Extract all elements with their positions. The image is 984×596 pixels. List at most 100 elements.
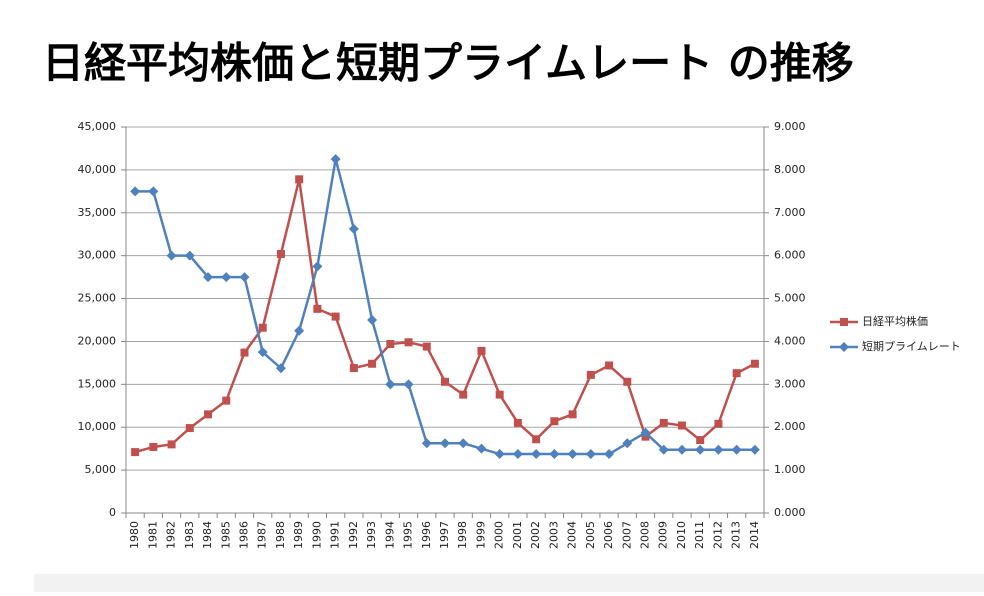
marker (184, 250, 195, 261)
marker (458, 438, 469, 449)
marker (622, 438, 633, 449)
marker (605, 361, 614, 370)
marker (422, 342, 431, 351)
x-tick-label: 1984 (201, 521, 214, 549)
x-tick-label: 1996 (420, 521, 433, 549)
marker (713, 444, 724, 455)
marker (167, 440, 176, 449)
x-tick-label: 1988 (274, 521, 287, 549)
marker (239, 272, 250, 283)
x-tick-label: 1982 (165, 521, 178, 549)
marker (676, 444, 687, 455)
legend-label: 短期プライムレート (862, 339, 961, 353)
y2-tick-label: 1.000 (774, 463, 806, 476)
x-tick-label: 2013 (730, 521, 743, 549)
marker (368, 359, 377, 368)
marker (477, 346, 486, 355)
x-tick-label: 2005 (584, 521, 597, 549)
marker (203, 272, 214, 283)
marker (312, 261, 323, 272)
y-tick-label: 0 (109, 506, 116, 519)
marker (750, 359, 759, 368)
x-tick-label: 1980 (128, 521, 141, 549)
marker (585, 449, 596, 460)
marker (623, 377, 632, 386)
marker (148, 186, 159, 197)
x-tick-label: 2002 (529, 521, 542, 549)
marker (295, 175, 304, 184)
y-tick-label: 45,000 (78, 120, 117, 133)
marker (258, 323, 267, 332)
y-tick-label: 40,000 (78, 163, 117, 176)
x-tick-label: 1998 (456, 521, 469, 549)
x-tick-label: 1986 (237, 521, 250, 549)
marker (640, 427, 651, 438)
marker (440, 438, 450, 449)
y2-tick-label: 0.000 (774, 506, 806, 519)
y2-tick-label: 9.000 (774, 120, 806, 133)
marker (696, 436, 705, 445)
y2-tick-label: 8.000 (774, 163, 806, 176)
y-tick-label: 35,000 (78, 206, 117, 219)
x-tick-label: 1991 (329, 521, 342, 549)
chart-title: 日経平均株価と短期プライムレート の推移 (42, 39, 854, 88)
marker (149, 442, 158, 451)
marker (532, 435, 541, 444)
marker (330, 154, 341, 165)
marker (386, 340, 395, 349)
x-tick-label: 1985 (219, 521, 232, 549)
y-tick-label: 5,000 (85, 463, 117, 476)
marker (512, 449, 523, 460)
x-tick-label: 1992 (347, 521, 360, 549)
y2-tick-label: 7.000 (774, 206, 806, 219)
x-tick-label: 2000 (493, 521, 506, 549)
x-tick-label: 2014 (748, 521, 761, 549)
marker (567, 449, 578, 460)
marker (441, 377, 449, 386)
x-tick-label: 1997 (438, 521, 451, 549)
x-tick-label: 1993 (365, 521, 378, 549)
series-line (135, 158, 755, 456)
marker (731, 444, 742, 455)
x-tick-label: 1995 (402, 521, 415, 549)
x-tick-label: 1994 (383, 521, 396, 549)
marker (349, 364, 358, 373)
marker (476, 443, 487, 454)
marker (276, 249, 285, 258)
marker (367, 315, 378, 325)
marker (403, 379, 414, 390)
legend-label: 日経平均株価 (862, 314, 928, 328)
marker (221, 272, 232, 283)
x-tick-label: 2009 (657, 521, 670, 549)
marker (494, 449, 505, 460)
y2-tick-label: 6.000 (774, 249, 806, 262)
x-tick-label: 2001 (511, 521, 524, 549)
y2-tick-label: 4.000 (774, 334, 806, 347)
x-tick-label: 2010 (675, 521, 688, 549)
marker (130, 186, 141, 197)
marker (513, 418, 522, 427)
marker (421, 438, 432, 449)
marker (275, 363, 286, 374)
marker (695, 444, 706, 455)
y2-tick-label: 5.000 (774, 292, 806, 305)
y2-tick-label: 2.000 (774, 420, 806, 433)
x-tick-label: 2003 (547, 521, 560, 549)
marker (166, 250, 177, 261)
marker (385, 379, 396, 390)
series-line (134, 179, 756, 454)
x-tick-label: 2011 (693, 521, 706, 549)
marker (459, 390, 468, 399)
marker (348, 223, 359, 234)
marker (732, 369, 741, 378)
x-tick-label: 1983 (183, 521, 196, 549)
marker (131, 448, 140, 457)
marker (404, 338, 413, 347)
marker (240, 348, 249, 357)
y2-tick-label: 3.000 (774, 377, 806, 390)
marker (294, 325, 305, 336)
x-tick-label: 2007 (620, 521, 633, 549)
x-tick-label: 2012 (711, 521, 724, 549)
